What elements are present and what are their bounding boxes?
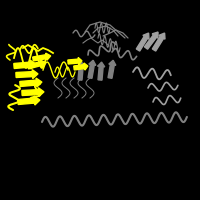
FancyArrow shape [14, 60, 36, 69]
FancyArrow shape [68, 57, 82, 65]
FancyArrow shape [108, 60, 116, 78]
FancyArrow shape [136, 33, 149, 51]
FancyArrow shape [22, 88, 44, 97]
FancyArrow shape [16, 70, 38, 79]
FancyArrow shape [27, 60, 45, 69]
FancyArrow shape [152, 33, 165, 51]
FancyArrow shape [33, 53, 51, 61]
FancyArrow shape [18, 96, 40, 105]
FancyArrow shape [74, 63, 88, 70]
FancyArrow shape [144, 32, 158, 49]
FancyArrow shape [20, 78, 42, 87]
FancyArrow shape [98, 62, 105, 80]
FancyArrow shape [88, 60, 96, 78]
FancyArrow shape [78, 62, 85, 80]
